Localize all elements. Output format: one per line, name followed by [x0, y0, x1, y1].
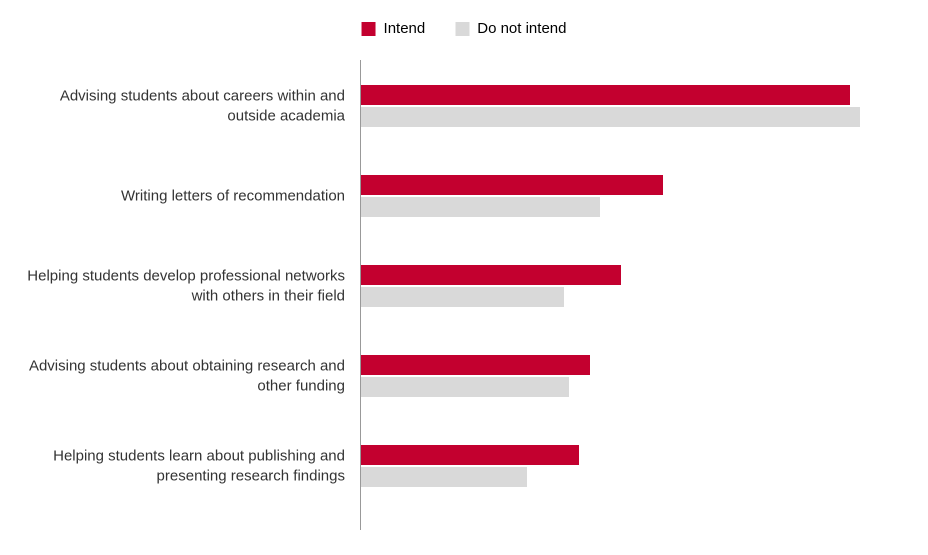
category-label: Helping students develop professional ne…	[20, 267, 360, 306]
bar	[361, 85, 850, 105]
category-group: Helping students learn about publishing …	[360, 445, 880, 487]
bar	[361, 445, 579, 465]
bar	[361, 175, 663, 195]
plot-area: Advising students about careers within a…	[360, 60, 880, 530]
category-label: Advising students about careers within a…	[20, 87, 360, 126]
bar	[361, 107, 860, 127]
legend-swatch	[362, 22, 376, 36]
legend-item: Do not intend	[455, 20, 566, 37]
bar	[361, 265, 621, 285]
legend: Intend Do not intend	[362, 20, 567, 37]
bar	[361, 467, 527, 487]
category-group: Writing letters of recommendation	[360, 175, 880, 217]
category-label: Helping students learn about publishing …	[20, 447, 360, 486]
category-label: Advising students about obtaining resear…	[20, 357, 360, 396]
chart-container: Intend Do not intend Advising students a…	[0, 0, 928, 555]
category-group: Helping students develop professional ne…	[360, 265, 880, 307]
bar	[361, 197, 600, 217]
legend-item: Intend	[362, 20, 426, 37]
category-group: Advising students about obtaining resear…	[360, 355, 880, 397]
legend-swatch	[455, 22, 469, 36]
bar	[361, 355, 590, 375]
category-label: Writing letters of recommendation	[20, 186, 360, 206]
legend-label: Intend	[384, 20, 426, 37]
category-group: Advising students about careers within a…	[360, 85, 880, 127]
bar	[361, 377, 569, 397]
bar	[361, 287, 564, 307]
legend-label: Do not intend	[477, 20, 566, 37]
